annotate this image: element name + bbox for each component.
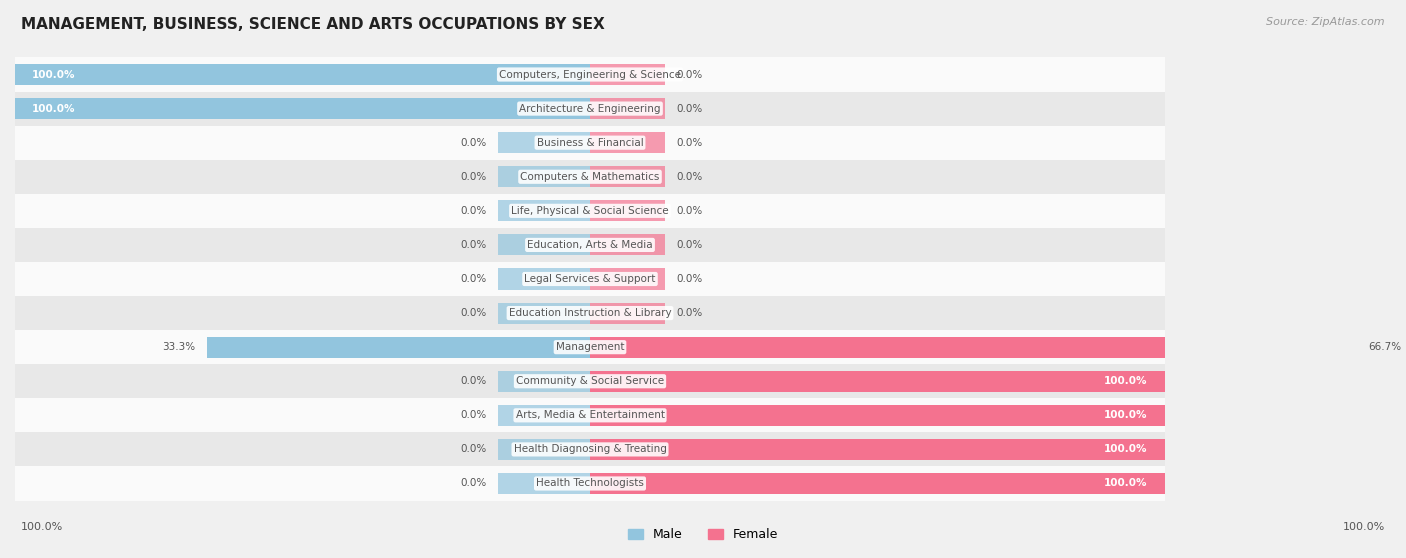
Text: 100.0%: 100.0% — [1343, 522, 1385, 532]
Text: Source: ZipAtlas.com: Source: ZipAtlas.com — [1267, 17, 1385, 27]
Bar — [498, 473, 591, 494]
Text: Life, Physical & Social Science: Life, Physical & Social Science — [512, 206, 669, 216]
Bar — [0, 126, 1166, 160]
Bar — [0, 262, 1166, 296]
Bar — [591, 200, 665, 222]
Bar — [0, 194, 1166, 228]
Text: 100.0%: 100.0% — [1104, 410, 1147, 420]
Text: 0.0%: 0.0% — [676, 308, 703, 318]
Text: 100.0%: 100.0% — [32, 104, 76, 114]
Bar — [591, 302, 665, 324]
Text: 0.0%: 0.0% — [460, 274, 486, 284]
Text: Computers, Engineering & Science: Computers, Engineering & Science — [499, 70, 681, 79]
Bar — [591, 405, 1406, 426]
Bar — [0, 296, 1166, 330]
Bar — [0, 398, 1166, 432]
Bar — [0, 228, 1166, 262]
Bar — [498, 200, 591, 222]
Bar — [0, 466, 1166, 501]
Text: 0.0%: 0.0% — [460, 172, 486, 182]
Text: 0.0%: 0.0% — [460, 479, 486, 488]
Text: 0.0%: 0.0% — [460, 308, 486, 318]
Text: 0.0%: 0.0% — [460, 444, 486, 454]
Bar — [0, 330, 1166, 364]
Text: 0.0%: 0.0% — [676, 104, 703, 114]
Bar — [0, 364, 1166, 398]
Bar — [498, 234, 591, 256]
Bar — [591, 166, 665, 187]
Text: Legal Services & Support: Legal Services & Support — [524, 274, 655, 284]
Bar — [0, 57, 1166, 92]
Bar — [498, 405, 591, 426]
Bar — [0, 92, 1166, 126]
Text: Education Instruction & Library: Education Instruction & Library — [509, 308, 671, 318]
Text: Architecture & Engineering: Architecture & Engineering — [519, 104, 661, 114]
Text: 100.0%: 100.0% — [1104, 479, 1147, 488]
Text: 0.0%: 0.0% — [676, 274, 703, 284]
Bar — [591, 98, 665, 119]
Text: Arts, Media & Entertainment: Arts, Media & Entertainment — [516, 410, 665, 420]
Bar — [591, 268, 665, 290]
Text: 100.0%: 100.0% — [21, 522, 63, 532]
Bar — [591, 371, 1406, 392]
Bar — [0, 98, 591, 119]
Bar — [591, 64, 665, 85]
Bar — [591, 439, 1406, 460]
Text: 0.0%: 0.0% — [460, 410, 486, 420]
Text: Computers & Mathematics: Computers & Mathematics — [520, 172, 659, 182]
Bar — [498, 439, 591, 460]
Legend: Male, Female: Male, Female — [623, 523, 783, 546]
Bar — [498, 371, 591, 392]
Text: 100.0%: 100.0% — [32, 70, 76, 79]
Text: 0.0%: 0.0% — [676, 172, 703, 182]
Bar — [498, 302, 591, 324]
Text: Health Technologists: Health Technologists — [536, 479, 644, 488]
Bar — [0, 432, 1166, 466]
Text: Community & Social Service: Community & Social Service — [516, 376, 664, 386]
Text: Business & Financial: Business & Financial — [537, 138, 644, 148]
Text: 0.0%: 0.0% — [460, 138, 486, 148]
Bar — [591, 336, 1357, 358]
Text: 0.0%: 0.0% — [460, 206, 486, 216]
Text: Health Diagnosing & Treating: Health Diagnosing & Treating — [513, 444, 666, 454]
Bar — [498, 166, 591, 187]
Bar — [207, 336, 591, 358]
Bar — [0, 64, 591, 85]
Text: MANAGEMENT, BUSINESS, SCIENCE AND ARTS OCCUPATIONS BY SEX: MANAGEMENT, BUSINESS, SCIENCE AND ARTS O… — [21, 17, 605, 32]
Text: Management: Management — [555, 342, 624, 352]
Bar — [591, 473, 1406, 494]
Text: 100.0%: 100.0% — [1104, 376, 1147, 386]
Text: 0.0%: 0.0% — [460, 240, 486, 250]
Bar — [0, 160, 1166, 194]
Text: 0.0%: 0.0% — [676, 138, 703, 148]
Text: 0.0%: 0.0% — [676, 70, 703, 79]
Text: 0.0%: 0.0% — [676, 206, 703, 216]
Bar — [591, 234, 665, 256]
Bar — [498, 132, 591, 153]
Text: 100.0%: 100.0% — [1104, 444, 1147, 454]
Text: 66.7%: 66.7% — [1368, 342, 1402, 352]
Bar — [498, 268, 591, 290]
Bar — [591, 132, 665, 153]
Text: 0.0%: 0.0% — [460, 376, 486, 386]
Text: 0.0%: 0.0% — [676, 240, 703, 250]
Text: 33.3%: 33.3% — [163, 342, 195, 352]
Text: Education, Arts & Media: Education, Arts & Media — [527, 240, 652, 250]
